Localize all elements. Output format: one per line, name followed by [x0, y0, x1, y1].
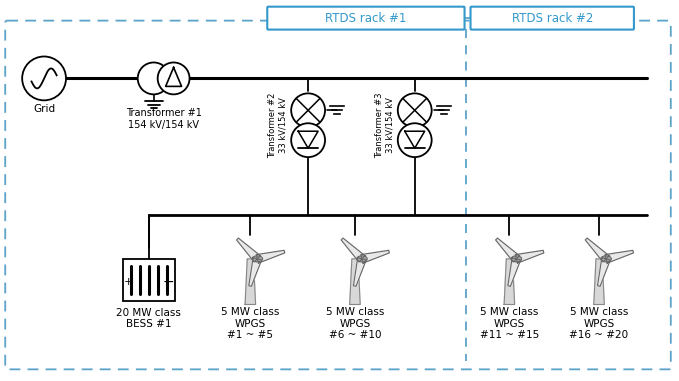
Text: 5 MW class
WPGS
#11 ~ #15: 5 MW class WPGS #11 ~ #15	[480, 307, 539, 340]
Text: +: +	[124, 277, 134, 287]
Circle shape	[398, 93, 432, 127]
Polygon shape	[598, 258, 610, 286]
Text: −: −	[163, 275, 175, 289]
Polygon shape	[245, 259, 255, 304]
FancyBboxPatch shape	[471, 7, 634, 30]
Text: RTDS rack #2: RTDS rack #2	[511, 12, 593, 25]
Polygon shape	[405, 131, 424, 148]
Text: Grid: Grid	[33, 104, 55, 114]
Polygon shape	[256, 250, 285, 263]
Circle shape	[291, 123, 325, 157]
Ellipse shape	[356, 256, 367, 262]
Polygon shape	[585, 238, 609, 262]
Polygon shape	[350, 259, 360, 304]
Text: Transformer #2
33 kV/154 kV: Transformer #2 33 kV/154 kV	[268, 93, 288, 158]
Circle shape	[291, 93, 325, 127]
Polygon shape	[249, 258, 261, 286]
Text: 5 MW class
WPGS
#6 ~ #10: 5 MW class WPGS #6 ~ #10	[326, 307, 384, 340]
Circle shape	[22, 56, 66, 100]
Circle shape	[158, 62, 189, 94]
Ellipse shape	[511, 256, 521, 262]
Polygon shape	[496, 238, 519, 262]
Text: Transformer #3
33 kV/154 kV: Transformer #3 33 kV/154 kV	[375, 93, 394, 158]
Polygon shape	[515, 250, 544, 263]
Bar	[123, 259, 175, 301]
Polygon shape	[298, 131, 318, 148]
FancyBboxPatch shape	[268, 7, 464, 30]
Polygon shape	[594, 259, 604, 304]
Text: 5 MW class
WPGS
#1 ~ #5: 5 MW class WPGS #1 ~ #5	[221, 307, 280, 340]
Polygon shape	[354, 258, 366, 286]
Circle shape	[138, 62, 170, 94]
Ellipse shape	[252, 256, 263, 262]
Ellipse shape	[601, 256, 611, 262]
Text: 5 MW class
WPGS
#16 ~ #20: 5 MW class WPGS #16 ~ #20	[570, 307, 629, 340]
Text: 20 MW class
BESS #1: 20 MW class BESS #1	[116, 308, 181, 329]
Polygon shape	[236, 238, 261, 262]
Polygon shape	[361, 250, 389, 263]
Polygon shape	[504, 259, 515, 304]
Circle shape	[398, 123, 432, 157]
Polygon shape	[605, 250, 634, 263]
Polygon shape	[508, 258, 521, 286]
Text: Transformer #1
154 kV/154 kV: Transformer #1 154 kV/154 kV	[126, 109, 202, 130]
Polygon shape	[341, 238, 365, 262]
Text: RTDS rack #1: RTDS rack #1	[325, 12, 407, 25]
